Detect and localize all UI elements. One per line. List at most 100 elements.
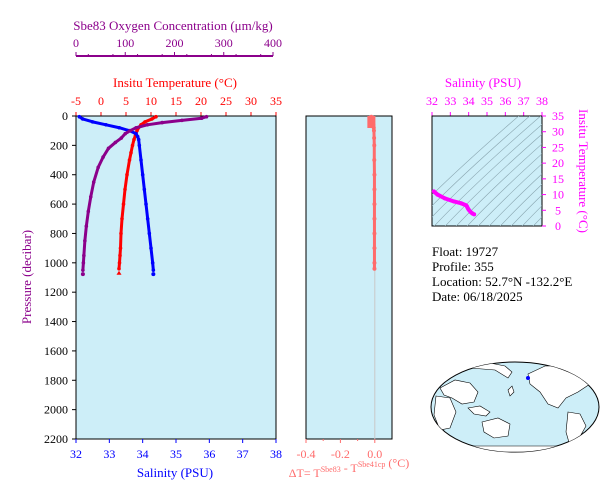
pressure-tick-label: 2000 [44,403,68,417]
salinity-tick-label: 38 [270,447,282,461]
temperature-axis-title: Insitu Temperature (°C) [113,75,237,90]
salinity-tick-label: 34 [137,447,149,461]
salinity-point [142,187,147,192]
ts-density-contour [444,133,542,226]
float-id: Float: 19727 [432,244,499,259]
pressure-tick-label: 800 [50,226,68,240]
ts-density-contour [432,116,520,196]
world-map [430,361,600,453]
delta-t-tick-label: -0.4 [297,447,316,461]
pressure-tick-label: 400 [50,168,68,182]
ts-temperature-tick-label: 30 [552,125,564,139]
ts-plot-area [431,115,543,227]
salinity-tick-label: 32 [70,447,82,461]
ts-density-contour [510,194,542,226]
ts-point [452,199,456,204]
temperature-tick-label: 30 [245,94,257,108]
date: Date: 06/18/2025 [432,289,523,304]
salinity-tick-label: 35 [170,447,182,461]
pressure-tick-label: 2200 [44,432,68,446]
salinity-point [139,158,143,162]
pressure-tick-label: 200 [50,138,68,152]
oxygen-point [180,118,184,123]
salinity-point [137,143,142,148]
ts-temperature-tick-label: 20 [552,156,564,170]
oxygen-point [119,136,124,140]
ts-density-contour [477,163,542,226]
main-series [77,114,209,277]
oxygen-point [199,116,204,121]
temperature-point [117,266,121,271]
ts-point [435,192,440,197]
ts-salinity-axis: 32 33 34 35 36 37 38 [426,94,548,116]
temperature-tick-label: 35 [270,94,282,108]
salinity-point [80,117,85,121]
ts-contour-group [432,96,609,236]
salinity-point [144,202,148,206]
ts-salinity-tick-label: 36 [499,94,511,108]
salinity-tick-label: 33 [103,447,115,461]
salinity-tick-label: 37 [237,447,249,461]
ts-point [431,189,436,194]
ts-temperature-tick-label: 15 [552,172,564,186]
temperature-tick-label: 25 [220,94,232,108]
ts-density-contour [488,173,542,226]
ts-density-contour [499,183,542,226]
ts-curve [431,189,477,217]
salinity-point [149,246,153,250]
ts-salinity-tick-label: 38 [536,94,548,108]
ts-density-contour [535,96,609,236]
ts-temperature-tick-label: 35 [552,109,564,123]
ts-temperature-tick-label: 10 [552,188,564,202]
temperature-point [118,246,123,250]
ts-density-contour [432,116,542,218]
salinity-point [90,120,95,124]
oxygen-point [160,120,164,125]
ts-salinity-tick-label: 33 [444,94,456,108]
temperature-end-marker [116,270,122,275]
salinity-point [140,172,145,177]
oxygen-point [88,194,93,199]
ts-density-contour [521,205,542,226]
temperature-point [132,137,136,142]
delta-t-point [372,266,377,271]
temperature-tick-label: 10 [145,94,157,108]
temperature-point [129,150,133,155]
salinity-point [134,131,138,136]
oxygen-end-marker [80,272,85,277]
temperature-point [118,253,122,258]
oxygen-tick-label: 0 [73,36,79,50]
delta-t-point [372,231,377,236]
temperature-tick-label: 20 [195,94,207,108]
oxygen-point [81,261,86,265]
oxygen-point [82,253,86,258]
pressure-tick-label: 1800 [44,373,68,387]
delta-t-point [372,216,377,221]
ts-density-contour [433,124,542,226]
profile-number: Profile: 355 [432,259,494,274]
pressure-tick-label: 1400 [44,315,68,329]
pressure-tick-label: 0 [62,109,68,123]
delta-t-point [372,246,377,251]
ts-density-contours [432,96,609,236]
float-info: Float: 19727 Profile: 355 Location: 52.7… [432,244,572,304]
ts-point [472,212,477,217]
delta-t-surface-cluster [367,116,376,128]
temperature-point [120,216,124,221]
delta-t-title-text: ΔT= T [289,466,322,480]
pressure-tick-label: 1200 [44,285,68,299]
pressure-tick-label: 1600 [44,344,68,358]
delta-t-point [372,158,377,163]
delta-t-point [372,143,377,148]
oxygen-axis: 0 100 200 300 400 [73,36,282,57]
delta-t-series [367,114,377,271]
location: Location: 52.7°N -132.2°E [432,274,573,289]
oxygen-point [96,165,100,170]
temperature-point [150,117,154,121]
oxygen-tick-label: 300 [215,36,233,50]
delta-t-tick-label: -0.2 [331,447,350,461]
oxygen-point [128,128,132,133]
salinity-end-marker [151,272,156,277]
